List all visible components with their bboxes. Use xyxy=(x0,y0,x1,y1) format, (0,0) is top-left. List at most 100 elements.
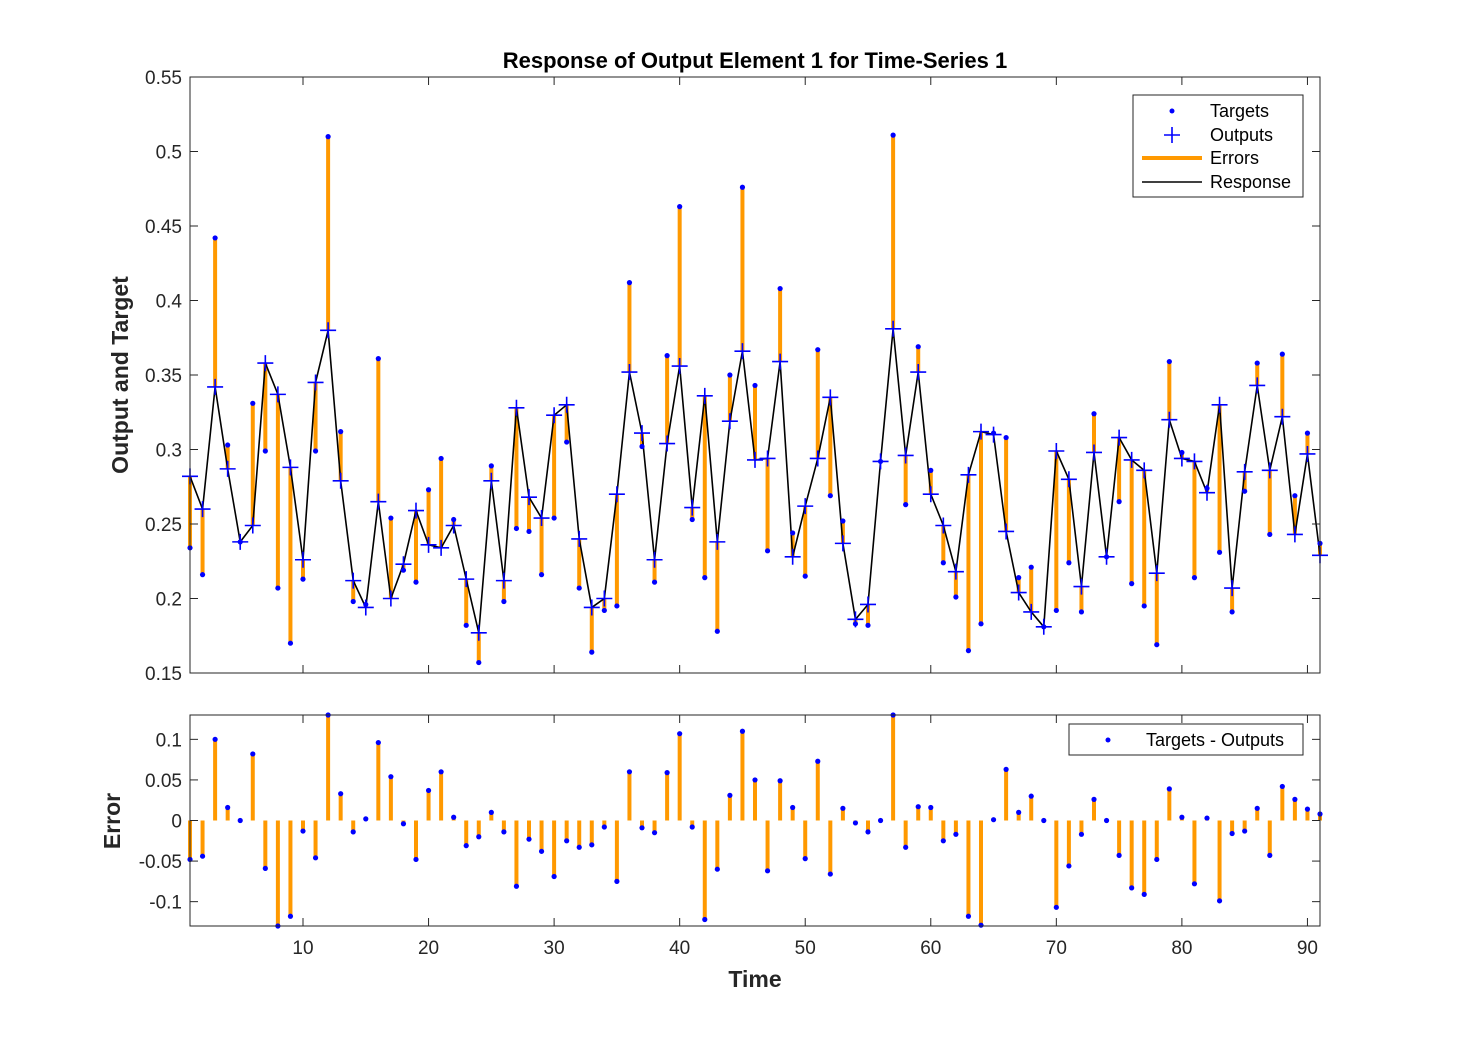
output-marker xyxy=(935,517,952,534)
error-point xyxy=(262,865,268,871)
target-point xyxy=(262,448,268,454)
error-point xyxy=(225,804,231,811)
output-marker xyxy=(797,498,814,515)
output-marker xyxy=(1224,580,1241,597)
target-point xyxy=(689,516,695,523)
target-point xyxy=(212,235,218,241)
error-point xyxy=(953,831,959,837)
target-point xyxy=(1242,488,1248,494)
target-point xyxy=(1166,358,1172,365)
target-point xyxy=(790,530,796,536)
error-point xyxy=(1154,856,1160,863)
legend-label-response: Response xyxy=(1210,172,1291,192)
target-point xyxy=(1154,642,1160,648)
error-point xyxy=(626,769,633,775)
target-point xyxy=(1179,449,1185,456)
output-marker xyxy=(571,530,588,547)
target-point xyxy=(1304,430,1311,436)
output-marker xyxy=(822,389,839,406)
target-point xyxy=(1078,609,1085,615)
output-marker xyxy=(433,539,450,556)
y-tick-label: -0.05 xyxy=(139,852,182,873)
target-point xyxy=(601,607,607,614)
output-marker xyxy=(885,320,902,337)
target-point xyxy=(1041,624,1047,630)
target-point xyxy=(702,575,708,581)
legend-targets-marker xyxy=(1169,108,1175,114)
output-marker xyxy=(772,353,789,370)
target-point xyxy=(1141,603,1147,609)
error-point xyxy=(463,843,469,849)
output-marker xyxy=(282,459,299,476)
error-x-ticks: 10 20 30 40 50 60 70 80 90 xyxy=(292,715,1318,959)
y-tick-label: 0.25 xyxy=(145,515,182,536)
target-point xyxy=(312,448,319,454)
y-tick-label: 0.35 xyxy=(145,366,182,387)
error-point xyxy=(1091,796,1097,803)
error-point xyxy=(1292,796,1298,803)
output-marker xyxy=(320,322,337,339)
target-point xyxy=(752,382,758,389)
error-point xyxy=(1304,806,1311,812)
output-marker xyxy=(219,460,236,477)
error-point xyxy=(764,868,771,874)
error-point xyxy=(526,836,532,842)
output-marker xyxy=(759,450,776,467)
target-point xyxy=(827,493,833,499)
output-marker xyxy=(1236,463,1253,480)
output-marker xyxy=(521,489,537,506)
output-marker xyxy=(747,451,763,468)
target-point xyxy=(777,285,783,292)
output-marker xyxy=(1286,526,1303,543)
output-marker xyxy=(721,413,738,430)
target-point xyxy=(651,579,658,585)
x-tick-label: 50 xyxy=(795,938,816,959)
output-marker xyxy=(295,551,311,568)
output-marker xyxy=(1086,444,1102,461)
error-point xyxy=(601,824,607,830)
target-point xyxy=(1028,564,1034,570)
x-tick-label: 90 xyxy=(1297,938,1318,959)
error-point xyxy=(1204,815,1210,821)
y-tick-label: 0.55 xyxy=(145,68,182,89)
output-marker xyxy=(910,364,927,381)
output-marker xyxy=(558,396,575,413)
target-point xyxy=(940,560,946,566)
target-point xyxy=(903,502,909,508)
output-marker xyxy=(1299,445,1316,462)
chart-title: Response of Output Element 1 for Time-Se… xyxy=(503,48,1008,73)
target-point xyxy=(476,659,482,666)
target-point xyxy=(250,400,256,406)
error-point xyxy=(777,778,783,784)
y-tick-label: -0.1 xyxy=(149,893,182,914)
output-marker xyxy=(1060,471,1077,488)
target-point xyxy=(727,372,733,378)
target-point xyxy=(840,518,846,524)
output-marker xyxy=(546,407,563,424)
error-point xyxy=(400,821,407,827)
output-marker xyxy=(370,493,387,510)
output-marker xyxy=(947,563,964,580)
error-point xyxy=(451,814,457,820)
output-marker xyxy=(483,472,500,489)
error-point xyxy=(551,873,557,880)
target-point xyxy=(488,463,494,469)
output-marker xyxy=(1161,411,1178,428)
error-point xyxy=(827,871,833,877)
error-legend: Targets - Outputs xyxy=(1068,723,1304,756)
output-marker xyxy=(608,486,625,503)
error-point xyxy=(614,878,620,884)
output-marker xyxy=(1211,396,1228,413)
output-marker xyxy=(922,486,939,503)
y-tick-label: 0.4 xyxy=(156,292,183,313)
error-point xyxy=(1028,793,1034,799)
output-marker xyxy=(960,466,977,483)
error-point xyxy=(689,824,695,830)
output-marker xyxy=(709,533,726,550)
target-point xyxy=(928,467,934,473)
error-point xyxy=(1141,891,1147,897)
target-point xyxy=(375,356,381,362)
error-point xyxy=(425,787,432,794)
y-tick-label: 0.2 xyxy=(156,590,182,611)
error-point xyxy=(1053,904,1059,910)
